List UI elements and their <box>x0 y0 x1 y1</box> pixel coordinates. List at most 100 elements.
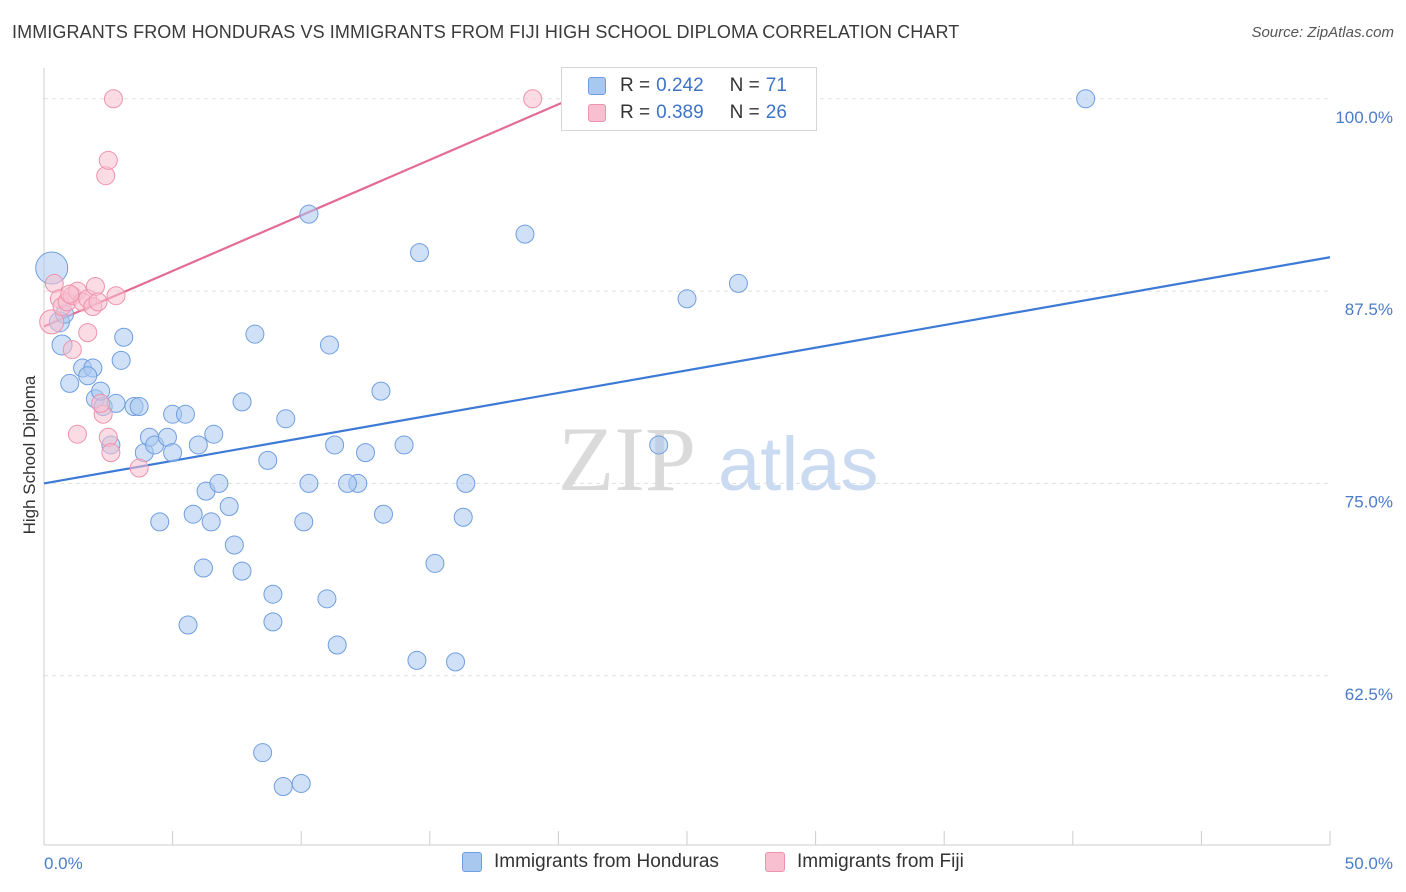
data-point <box>78 366 98 386</box>
data-point <box>371 381 391 401</box>
legend-row-honduras: R = 0.242 N = 71 <box>588 73 787 99</box>
data-point <box>232 561 252 581</box>
trend-line-honduras <box>43 256 1331 485</box>
data-point <box>101 443 121 463</box>
data-point <box>103 89 123 109</box>
x-tick-label: 50.0% <box>1345 854 1393 873</box>
legend-n-value-honduras: 71 <box>765 75 787 96</box>
legend-r-value-honduras: 0.242 <box>656 75 704 96</box>
watermark-atlas: atlas <box>718 422 879 507</box>
data-point <box>39 309 65 335</box>
bottom-legend-swatch-honduras <box>462 852 482 872</box>
data-point <box>258 450 278 470</box>
legend-r-label: R = <box>620 102 651 123</box>
data-point <box>728 273 748 293</box>
data-point <box>453 507 473 527</box>
data-point <box>178 615 198 635</box>
source-label: Source: ZipAtlas.com <box>1251 24 1394 41</box>
legend-swatch-fiji <box>588 104 606 122</box>
data-point <box>78 323 98 343</box>
data-point <box>163 443 183 463</box>
legend-n-label: N = <box>729 102 760 123</box>
legend-row-fiji: R = 0.389 N = 26 <box>588 100 787 126</box>
data-point <box>299 473 319 493</box>
y-tick-label: 62.5% <box>1345 685 1393 704</box>
data-point <box>273 777 293 797</box>
watermark-zip: ZIP <box>558 408 696 510</box>
data-point <box>319 335 339 355</box>
legend-r-value-fiji: 0.389 <box>656 102 704 123</box>
data-point <box>129 396 149 416</box>
data-point <box>317 589 337 609</box>
data-point <box>356 443 375 463</box>
data-point <box>325 435 345 455</box>
data-point <box>374 504 394 524</box>
x-tick-label: 0.0% <box>44 854 83 873</box>
data-point <box>263 584 283 604</box>
y-tick-label: 100.0% <box>1335 108 1393 127</box>
data-point <box>209 473 229 493</box>
data-point <box>327 635 347 655</box>
bottom-legend-label-honduras: Immigrants from Honduras <box>494 851 719 872</box>
bottom-legend-honduras: Immigrants from Honduras <box>462 851 719 873</box>
data-point <box>515 224 535 244</box>
data-point <box>677 289 697 309</box>
data-point <box>523 89 543 109</box>
data-point <box>111 350 131 370</box>
data-point <box>67 424 87 444</box>
data-point <box>201 512 221 532</box>
legend-r-label: R = <box>620 75 651 96</box>
chart-title: IMMIGRANTS FROM HONDURAS VS IMMIGRANTS F… <box>12 22 960 42</box>
data-point <box>150 512 170 532</box>
data-point <box>337 473 357 493</box>
data-point <box>407 650 427 670</box>
data-point <box>175 404 195 424</box>
data-point <box>204 424 224 444</box>
data-point <box>299 204 319 224</box>
data-point <box>98 150 118 170</box>
data-point <box>456 473 476 493</box>
legend-n-label: N = <box>729 75 760 96</box>
y-axis-label: High School Diploma <box>20 375 39 534</box>
data-points <box>35 89 1096 797</box>
bottom-legend-fiji: Immigrants from Fiji <box>765 851 964 873</box>
bottom-legend-swatch-fiji <box>765 852 785 872</box>
data-point <box>129 458 149 478</box>
legend-box: R = 0.242 N = 71 R = 0.389 N = 26 <box>561 67 817 131</box>
legend-swatch-honduras <box>588 77 606 95</box>
data-point <box>446 652 466 672</box>
data-point <box>193 558 213 578</box>
data-point <box>114 327 134 347</box>
data-point <box>62 340 82 360</box>
data-point <box>91 393 111 413</box>
y-tick-label: 87.5% <box>1345 300 1393 319</box>
data-point <box>649 435 669 455</box>
y-tick-label: 75.0% <box>1345 492 1393 511</box>
data-point <box>188 435 208 455</box>
data-point <box>232 392 252 412</box>
data-point <box>294 512 314 532</box>
data-point <box>183 504 203 524</box>
data-point <box>253 743 273 763</box>
data-point <box>60 284 80 304</box>
gridlines <box>44 98 1330 677</box>
tick-labels: 100.0% 87.5% 75.0% 62.5% 0.0% 50.0% <box>44 108 1393 873</box>
data-point <box>219 497 239 517</box>
data-point <box>1076 89 1096 109</box>
data-point <box>425 553 445 573</box>
axes <box>43 68 1331 846</box>
data-point <box>60 373 80 393</box>
series-fiji <box>39 89 543 478</box>
legend-n-value-fiji: 26 <box>765 102 787 123</box>
data-point <box>106 286 126 306</box>
data-point <box>263 612 283 632</box>
data-point <box>410 243 430 263</box>
bottom-legend-label-fiji: Immigrants from Fiji <box>797 851 964 872</box>
data-point <box>394 435 414 455</box>
data-point <box>88 292 108 312</box>
data-point <box>276 409 296 429</box>
data-point <box>224 535 244 555</box>
data-point <box>291 773 311 793</box>
data-point <box>245 324 265 344</box>
